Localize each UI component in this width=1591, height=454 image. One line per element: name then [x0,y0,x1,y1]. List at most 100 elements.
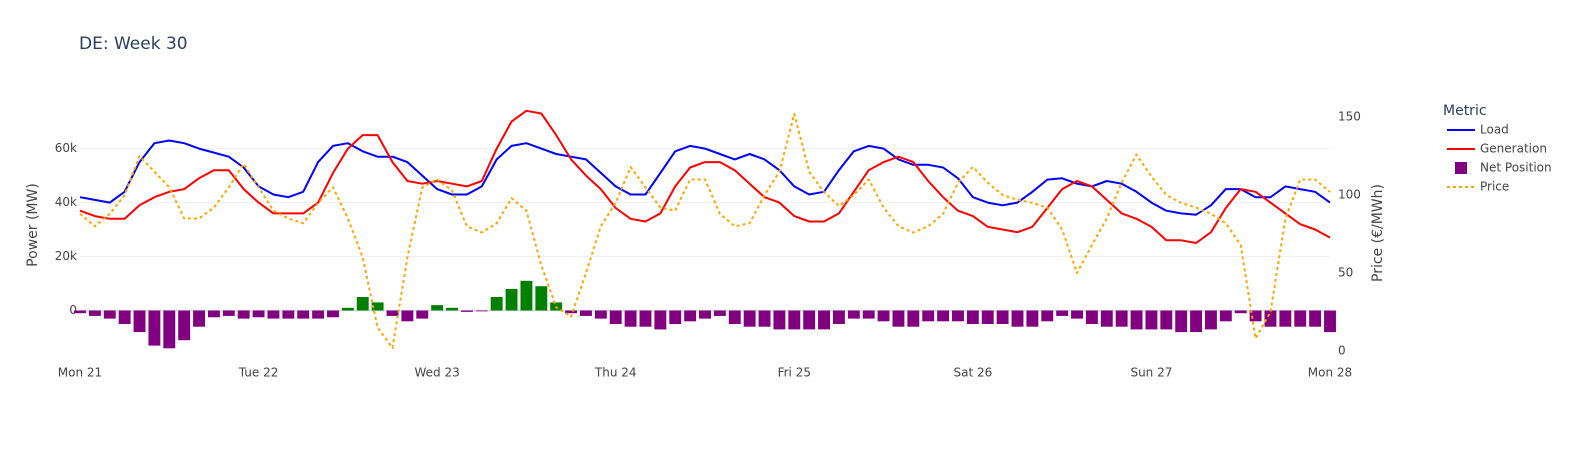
bar [118,310,131,325]
bar [327,310,339,318]
x-tick-label: Thu 24 [594,366,637,380]
bar [475,310,488,312]
bar [788,310,801,330]
bar [148,310,161,346]
bar [713,310,726,316]
bar [1264,310,1277,327]
bar [1011,310,1024,327]
bar [193,310,205,327]
bar [505,288,518,311]
bar [297,310,310,319]
bar [832,310,845,325]
bar [654,310,667,330]
bar [1130,310,1143,330]
y-tick-label: 0 [69,303,77,317]
bar [416,310,429,319]
x-tick-label: Sat 26 [953,366,992,380]
bar [401,310,414,322]
bar [356,297,369,311]
bar [743,310,756,327]
bar [892,310,905,327]
bar [937,310,950,322]
x-tick-label: Mon 28 [1308,366,1352,380]
bar [1309,310,1322,327]
bar [1249,310,1262,322]
legend-label: Price [1480,180,1509,194]
bar [88,310,101,316]
y2-axis-title: Price (€/MWh) [1370,184,1386,282]
legend-label: Load [1480,123,1509,137]
bar [74,310,86,314]
x-tick-label: Tue 22 [238,366,279,380]
bar [312,310,325,319]
bar [922,310,935,322]
bar [758,310,771,327]
bar [669,310,682,325]
bar [1056,310,1069,316]
bar [460,310,473,312]
bar [252,310,265,318]
legend-title: Metric [1443,103,1487,119]
bar [1071,310,1083,319]
bar [1175,310,1188,333]
bar [952,310,964,322]
line [79,139,1331,216]
bar [520,280,533,311]
bar [490,297,503,311]
bar [1160,310,1173,330]
bar [699,310,711,319]
legend-label: Net Position [1480,161,1552,175]
bar [877,310,890,322]
legend-swatch [1455,162,1467,174]
bar [133,310,146,333]
bar [847,310,860,319]
y2-tick-label: 50 [1338,266,1353,280]
bar [371,302,384,311]
bar [1294,310,1307,327]
bar [163,310,176,349]
x-tick-label: Mon 21 [58,366,102,380]
bar [431,305,444,311]
bar [1115,310,1128,327]
bar [1324,310,1336,333]
bar [1234,310,1247,314]
bar [282,310,295,319]
bar [222,310,235,316]
x-tick-label: Fri 25 [778,366,811,380]
x-tick-label: Wed 23 [415,366,460,380]
bar [237,310,250,319]
line [79,109,1331,244]
bar [773,310,786,330]
bar [580,310,592,316]
bar [1085,310,1098,325]
bar [178,310,191,341]
bar [728,310,741,325]
bar [1205,310,1217,330]
x-tick-label: Sun 27 [1130,366,1172,380]
bar [1219,310,1232,322]
bar [386,310,399,316]
y2-tick-label: 150 [1338,110,1361,124]
bar [1041,310,1054,322]
bar [1279,310,1292,327]
bar [565,310,578,314]
bar [535,286,548,311]
y-tick-label: 60k [55,141,77,155]
bar [341,307,354,311]
bar [594,310,607,319]
bar [996,310,1009,325]
legend-label: Generation [1480,142,1547,156]
bar [1100,310,1113,327]
bar [684,310,697,322]
bar [103,310,116,319]
y2-tick-label: 0 [1338,344,1346,358]
bar [818,310,830,330]
bar [609,310,622,325]
bar [624,310,637,327]
y-axis-title: Power (MW) [25,183,41,267]
bar [267,310,280,319]
bar [446,307,458,311]
bar [907,310,920,327]
y-tick-label: 20k [55,249,77,263]
